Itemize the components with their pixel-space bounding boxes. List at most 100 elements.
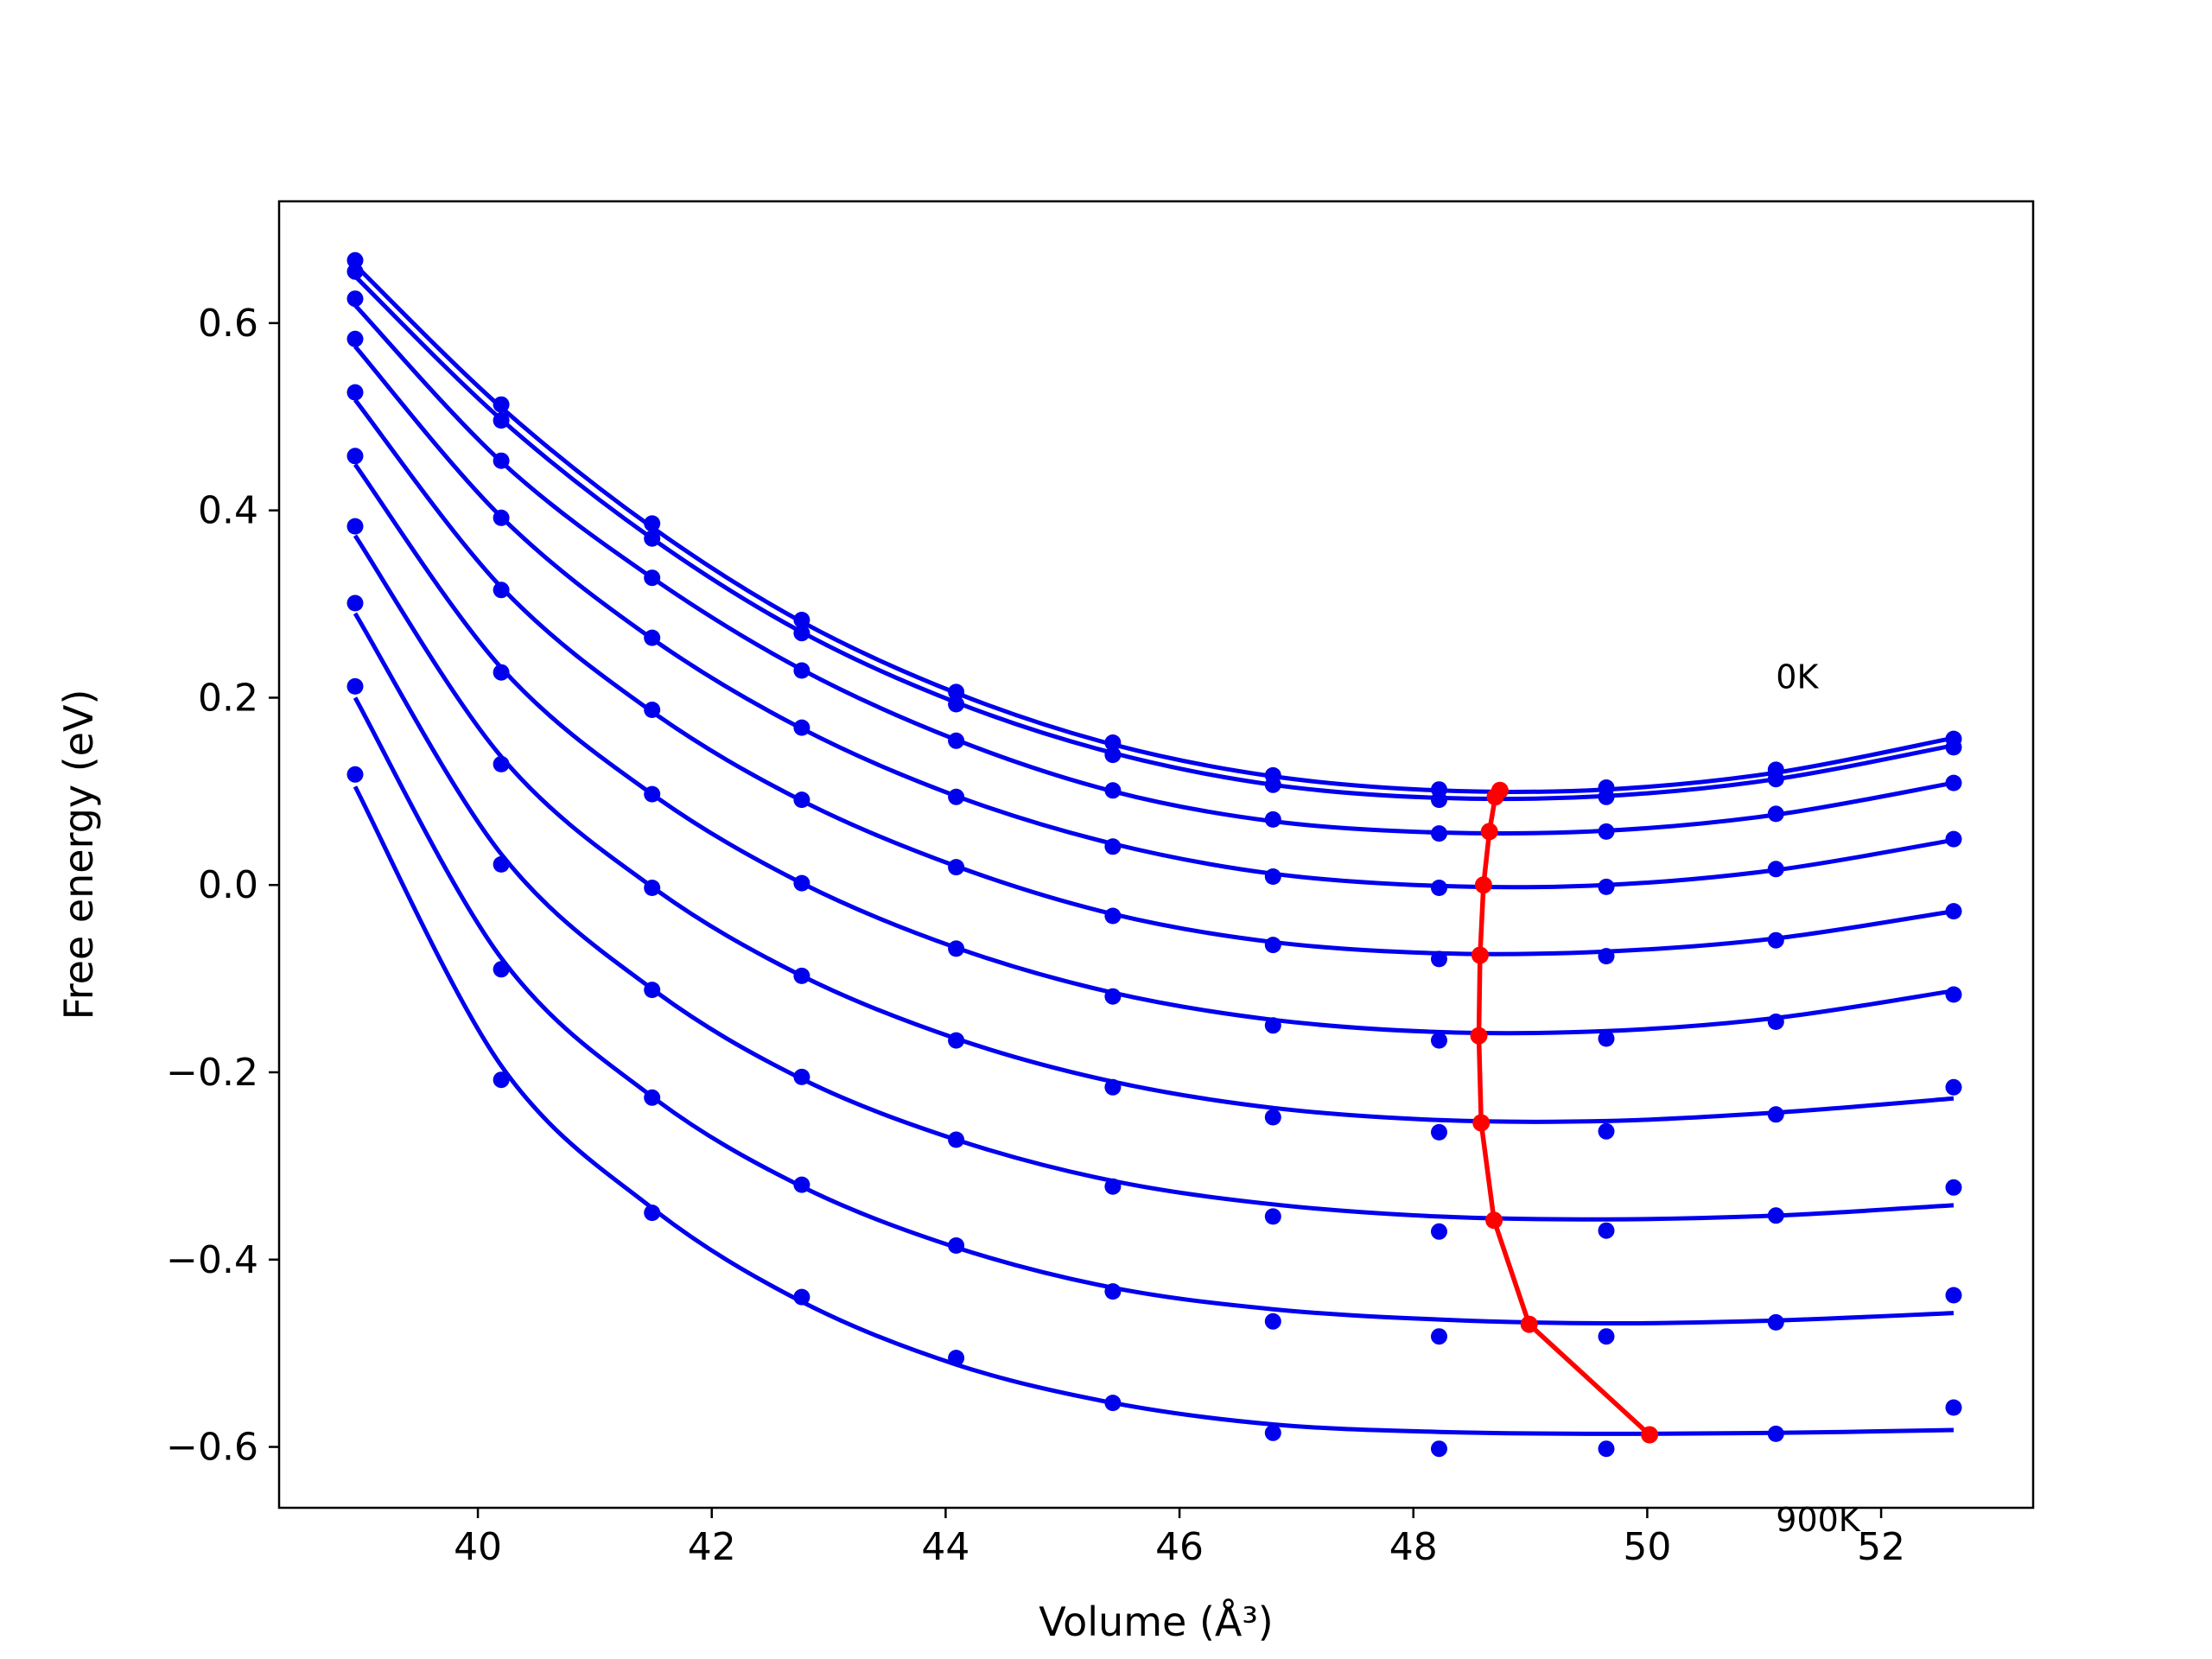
y-tick-label: 0.2 bbox=[198, 676, 258, 720]
y-axis-ticks: −0.6 −0.4 −0.2 0.0 0.2 0.4 0.6 bbox=[166, 302, 279, 1470]
data-point bbox=[948, 1237, 965, 1254]
data-point bbox=[1431, 880, 1447, 896]
data-point bbox=[1945, 1399, 1962, 1416]
data-point bbox=[1598, 1328, 1615, 1345]
data-point bbox=[1767, 1313, 1784, 1331]
data-point bbox=[1598, 788, 1615, 805]
data-point bbox=[346, 384, 364, 401]
minimum-point bbox=[1520, 1315, 1538, 1333]
data-point bbox=[644, 569, 661, 587]
data-point bbox=[1945, 1179, 1962, 1196]
x-tick-label: 40 bbox=[454, 1525, 502, 1569]
data-point bbox=[346, 594, 364, 612]
data-point bbox=[493, 961, 510, 978]
data-point bbox=[1598, 1440, 1615, 1458]
data-point bbox=[346, 448, 364, 465]
data-point bbox=[1945, 903, 1962, 920]
data-point bbox=[644, 629, 661, 646]
data-point bbox=[493, 664, 510, 681]
data-point bbox=[346, 251, 364, 269]
data-point bbox=[793, 719, 810, 736]
data-point bbox=[493, 396, 510, 413]
x-axis-label: Volume (Å³) bbox=[1039, 1599, 1274, 1645]
minimum-point bbox=[1472, 1114, 1491, 1132]
data-point bbox=[948, 859, 965, 876]
data-point bbox=[346, 518, 364, 535]
fit-curve-5 bbox=[353, 463, 1955, 1036]
data-point bbox=[493, 412, 510, 429]
fit-curve-8 bbox=[353, 696, 1955, 1326]
data-point bbox=[1431, 1032, 1447, 1049]
minimum-path bbox=[1470, 781, 1659, 1444]
data-point bbox=[1598, 1030, 1615, 1047]
data-point bbox=[1598, 948, 1615, 965]
data-point bbox=[1431, 1123, 1447, 1141]
data-point bbox=[948, 788, 965, 805]
annotation-0k: 0K bbox=[1776, 658, 1819, 696]
data-point bbox=[1767, 1106, 1784, 1123]
data-point bbox=[948, 1350, 965, 1367]
data-point bbox=[493, 452, 510, 469]
minimum-point bbox=[1486, 788, 1504, 806]
data-point bbox=[793, 612, 810, 628]
data-point bbox=[1264, 1424, 1281, 1441]
annotation-900k: 900K bbox=[1776, 1501, 1861, 1539]
data-point bbox=[948, 1032, 965, 1049]
x-tick-label: 46 bbox=[1155, 1525, 1204, 1569]
data-point bbox=[1945, 830, 1962, 848]
data-point bbox=[793, 1176, 810, 1193]
data-point bbox=[644, 982, 661, 999]
data-point bbox=[346, 263, 364, 280]
data-point bbox=[1264, 1017, 1281, 1034]
data-point bbox=[1104, 907, 1122, 925]
data-point bbox=[793, 662, 810, 679]
y-tick-label: −0.4 bbox=[166, 1238, 258, 1282]
data-point bbox=[644, 1089, 661, 1106]
data-point bbox=[793, 967, 810, 984]
fit-curve-4 bbox=[353, 398, 1955, 957]
data-point bbox=[346, 766, 364, 783]
plot-frame bbox=[277, 200, 2035, 1510]
data-points bbox=[346, 251, 1962, 1458]
data-point bbox=[793, 625, 810, 642]
data-point bbox=[793, 874, 810, 892]
data-point bbox=[1431, 1440, 1447, 1458]
data-point bbox=[1598, 1122, 1615, 1140]
y-tick-label: 0.6 bbox=[198, 302, 258, 346]
data-point bbox=[644, 785, 661, 803]
y-tick-label: −0.2 bbox=[166, 1051, 258, 1095]
y-tick-label: 0.4 bbox=[198, 489, 258, 533]
data-point bbox=[1945, 1078, 1962, 1096]
data-point bbox=[1767, 1425, 1784, 1442]
data-point bbox=[1104, 988, 1122, 1005]
data-point bbox=[1598, 878, 1615, 895]
data-point bbox=[1264, 810, 1281, 828]
data-point bbox=[1767, 805, 1784, 823]
data-point bbox=[948, 696, 965, 713]
data-point bbox=[644, 880, 661, 896]
data-point bbox=[1431, 950, 1447, 968]
y-tick-label: 0.0 bbox=[198, 863, 258, 907]
x-tick-label: 48 bbox=[1389, 1525, 1438, 1569]
data-point bbox=[493, 755, 510, 772]
x-tick-label: 42 bbox=[688, 1525, 736, 1569]
data-point bbox=[493, 1071, 510, 1089]
minimum-point bbox=[1471, 946, 1489, 964]
data-point bbox=[644, 515, 661, 532]
minimum-point bbox=[1470, 1027, 1488, 1045]
data-point bbox=[644, 702, 661, 718]
data-point bbox=[793, 1288, 810, 1306]
data-point bbox=[1945, 774, 1962, 791]
data-point bbox=[1104, 734, 1122, 751]
data-point bbox=[1945, 986, 1962, 1003]
data-point bbox=[1945, 1287, 1962, 1304]
fit-curve-6 bbox=[353, 534, 1955, 1124]
minimum-point bbox=[1641, 1426, 1659, 1444]
data-point bbox=[948, 1131, 965, 1148]
data-point bbox=[1104, 838, 1122, 855]
data-point bbox=[948, 683, 965, 701]
data-point bbox=[1264, 868, 1281, 885]
data-point bbox=[1264, 776, 1281, 793]
x-tick-label: 44 bbox=[921, 1525, 969, 1569]
